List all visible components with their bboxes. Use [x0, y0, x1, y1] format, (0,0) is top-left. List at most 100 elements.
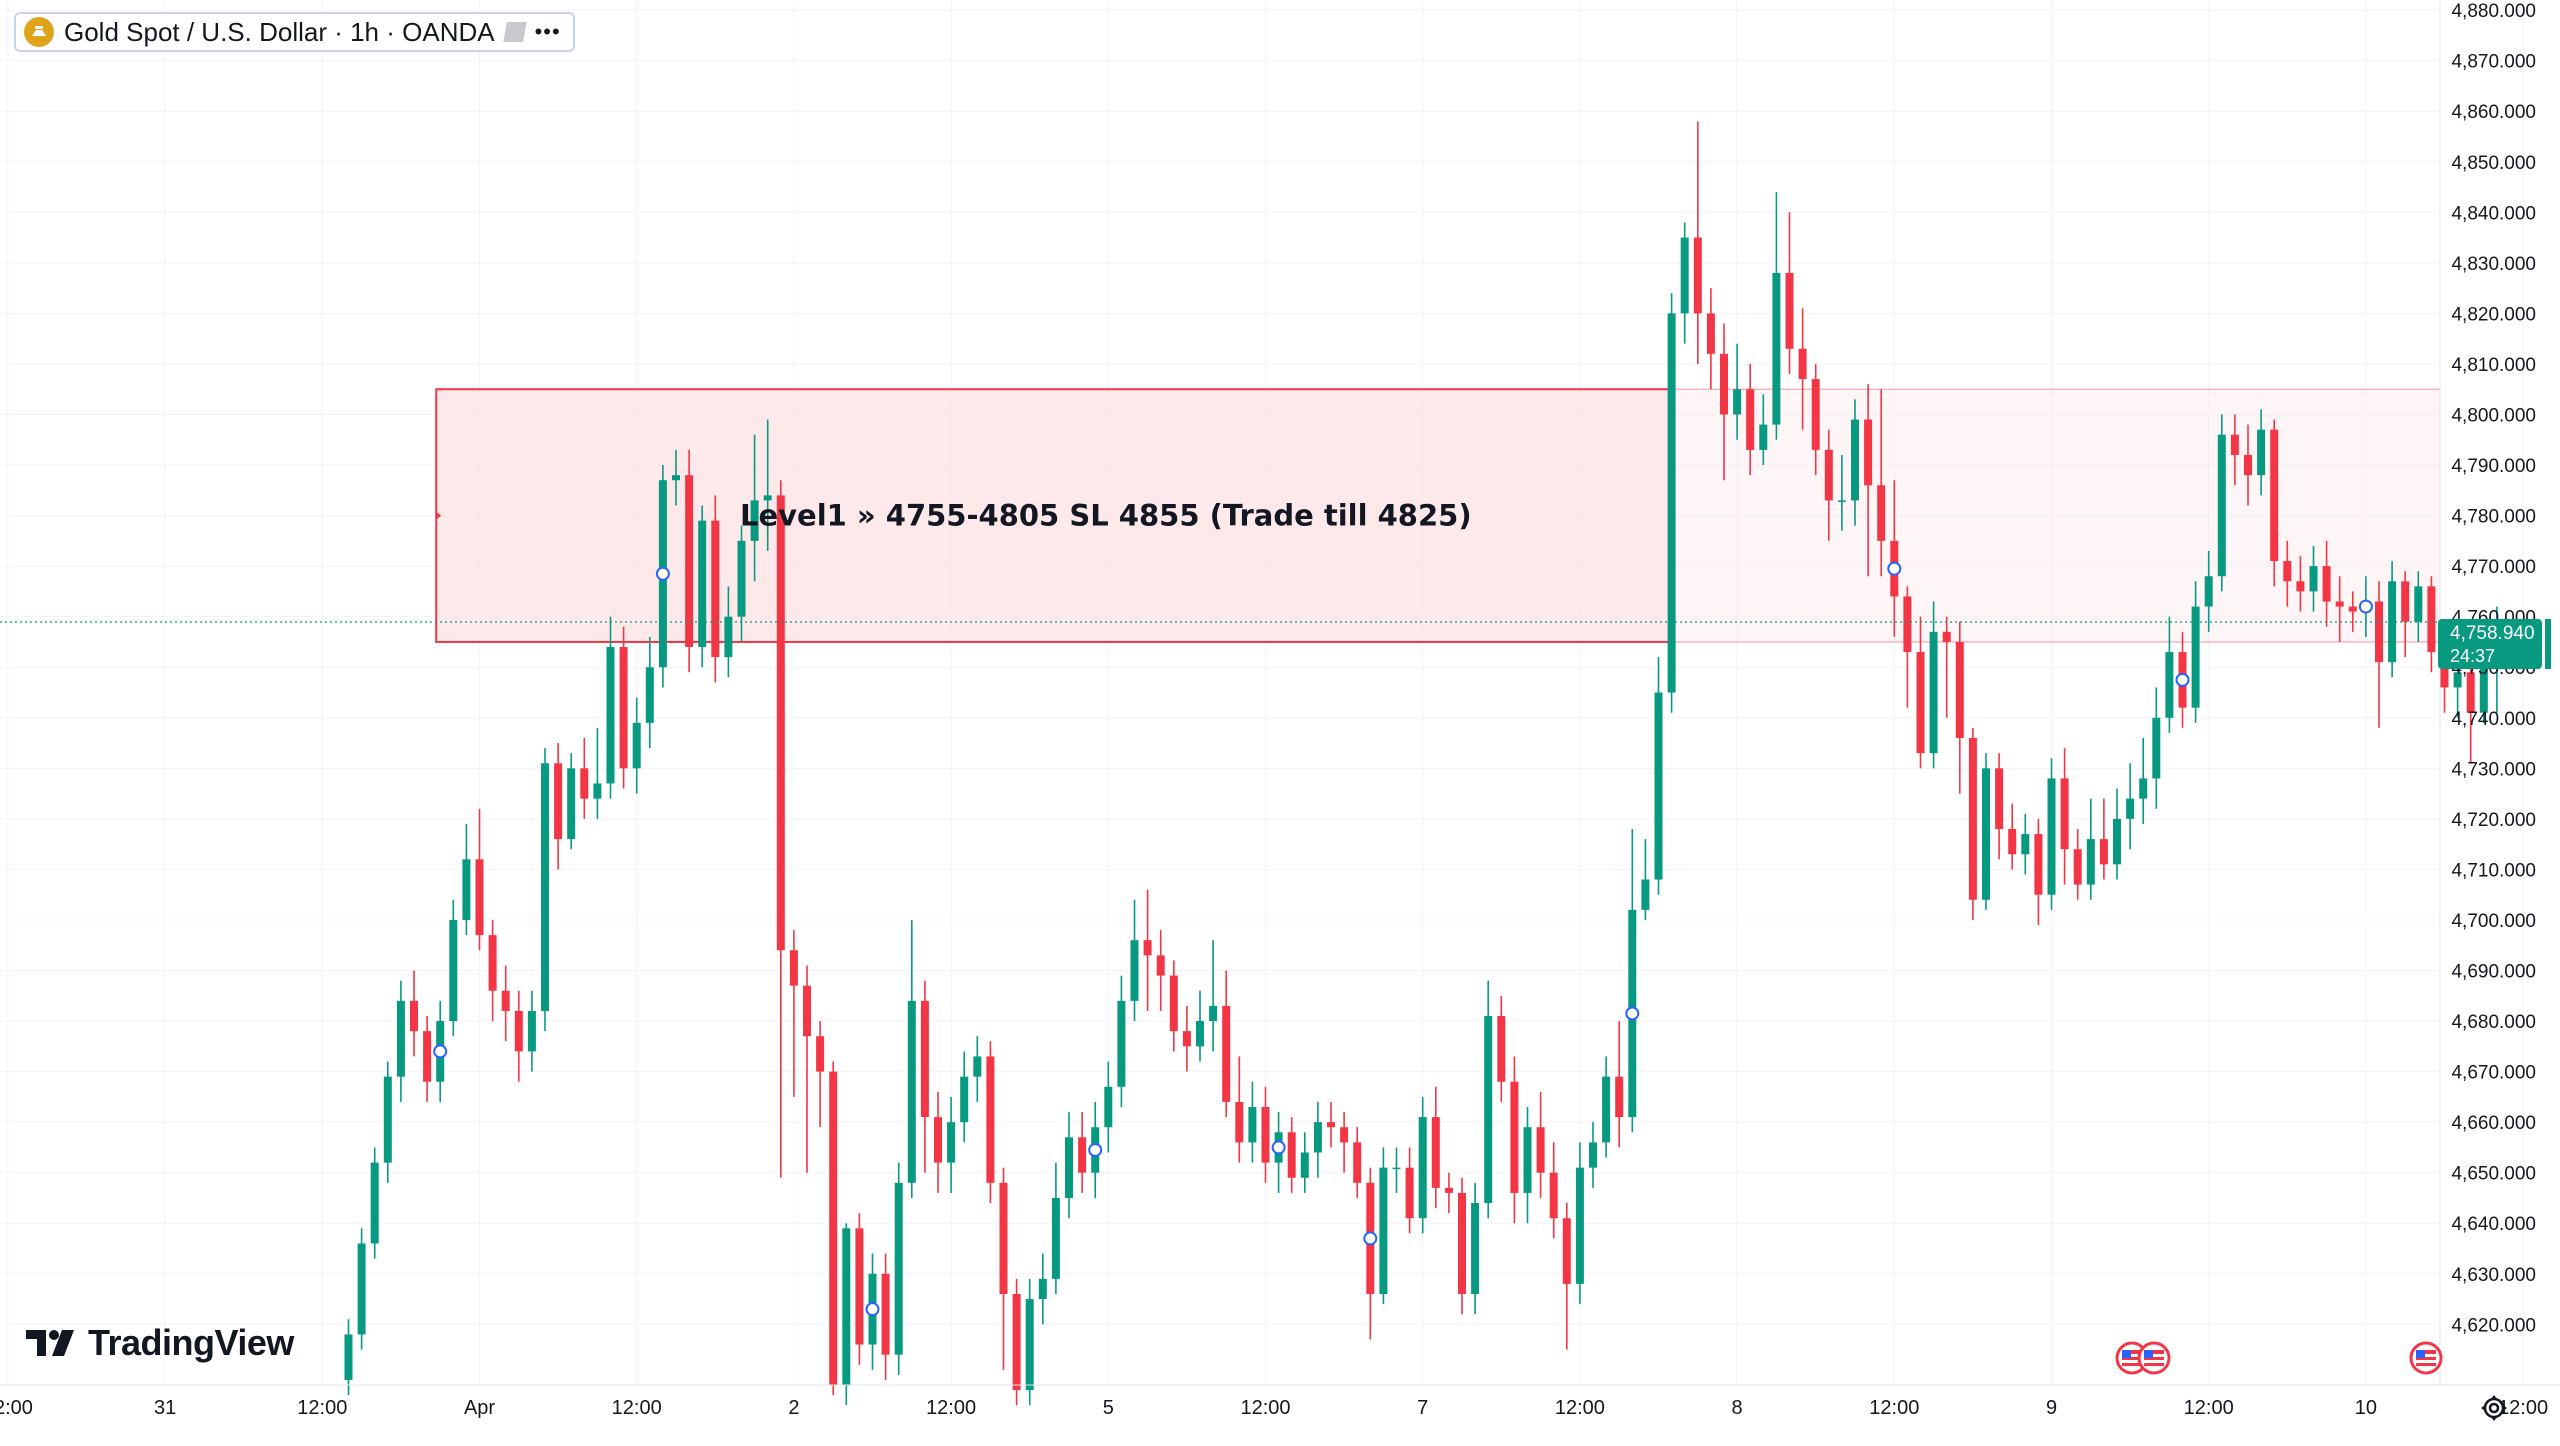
us-flag-icon[interactable] [2409, 1341, 2443, 1375]
candle[interactable] [999, 1167, 1008, 1370]
price-axis[interactable]: 4,880.000 4,870.000 4,860.000 4,850.000 4,84… [2451, 1, 2536, 1336]
candle[interactable] [2191, 581, 2200, 723]
candle[interactable] [1143, 889, 1152, 1011]
candle[interactable] [2099, 798, 2108, 880]
candle[interactable] [2296, 556, 2305, 612]
us-flag-icon[interactable] [2137, 1341, 2171, 1375]
event-marker-icon[interactable] [2358, 599, 2373, 614]
candle[interactable] [514, 990, 523, 1082]
candle[interactable] [934, 1091, 942, 1193]
symbol-header[interactable]: Gold Spot / U.S. Dollar · 1h · OANDA ••• [14, 12, 575, 52]
candle[interactable] [1196, 990, 1204, 1062]
candle[interactable] [1654, 657, 1663, 895]
candle[interactable] [2244, 424, 2252, 506]
candle[interactable] [606, 616, 615, 799]
candle[interactable] [973, 1036, 982, 1102]
candle[interactable] [698, 505, 707, 668]
symbol-title[interactable]: Gold Spot / U.S. Dollar · 1h · OANDA [64, 16, 495, 47]
candle[interactable] [1523, 1106, 1532, 1224]
candle[interactable] [763, 419, 772, 551]
candle[interactable] [1392, 1147, 1401, 1193]
candle[interactable] [1078, 1112, 1087, 1193]
candle[interactable] [829, 1061, 838, 1396]
candle[interactable] [685, 449, 694, 673]
candle[interactable] [1248, 1081, 1257, 1163]
candle[interactable] [1038, 1253, 1047, 1325]
candle[interactable] [619, 626, 628, 789]
candle[interactable] [789, 930, 798, 1097]
candle[interactable] [750, 434, 759, 582]
candle[interactable] [2021, 813, 2030, 875]
candle[interactable] [1720, 323, 1728, 481]
candle[interactable] [2335, 576, 2344, 642]
candle[interactable] [1824, 429, 1833, 541]
candle[interactable] [2401, 571, 2410, 658]
candle[interactable] [776, 480, 785, 1178]
candle[interactable] [1156, 930, 1165, 1011]
candle[interactable] [1667, 293, 1676, 713]
tradingview-logo[interactable]: TradingView [26, 1322, 294, 1364]
candle[interactable] [383, 1061, 392, 1183]
candle[interactable] [1916, 616, 1925, 769]
candle[interactable] [1458, 1177, 1466, 1315]
candle[interactable] [2230, 414, 2239, 486]
candle[interactable] [1798, 308, 1807, 430]
candle[interactable] [894, 1162, 903, 1375]
candle[interactable] [410, 970, 418, 1057]
candle[interactable] [1444, 1172, 1453, 1214]
candle[interactable] [1353, 1127, 1362, 1198]
event-marker-icon[interactable] [1271, 1140, 1286, 1155]
candle[interactable] [1955, 621, 1964, 794]
candle[interactable] [2126, 763, 2135, 850]
candle[interactable] [1497, 995, 1506, 1102]
candle[interactable] [1235, 1056, 1244, 1163]
candle[interactable] [1431, 1086, 1440, 1209]
event-marker-icon[interactable] [1363, 1231, 1378, 1246]
candle[interactable] [449, 899, 458, 1037]
candle[interactable] [1602, 1056, 1611, 1158]
event-marker-icon[interactable] [1625, 1006, 1640, 1021]
candle[interactable] [1877, 389, 1886, 577]
candle[interactable] [1575, 1142, 1584, 1305]
candle[interactable] [423, 1016, 432, 1102]
candle[interactable] [2139, 737, 2148, 824]
candle[interactable] [1968, 727, 1977, 920]
candle[interactable] [920, 980, 929, 1173]
trade-zone[interactable] [435, 388, 2440, 643]
candle[interactable] [645, 636, 654, 749]
candle[interactable] [527, 990, 536, 1072]
gear-icon[interactable] [2478, 1392, 2510, 1424]
candle[interactable] [1837, 454, 1846, 531]
candle[interactable] [632, 697, 641, 794]
candle[interactable] [2414, 571, 2423, 642]
candle[interactable] [2204, 550, 2213, 632]
candle[interactable] [1995, 753, 2004, 860]
zone-anchor-icon[interactable] [436, 511, 442, 520]
candle[interactable] [1484, 980, 1493, 1219]
event-markers-layer[interactable] [433, 561, 2373, 1317]
candle[interactable] [1942, 616, 1951, 718]
candle[interactable] [2165, 616, 2174, 733]
candle[interactable] [2375, 581, 2383, 728]
candle[interactable] [855, 1213, 864, 1365]
candle[interactable] [1313, 1101, 1322, 1178]
candle[interactable] [803, 965, 811, 1173]
candle[interactable] [567, 753, 576, 850]
candle[interactable] [1772, 192, 1781, 440]
candle[interactable] [2348, 591, 2357, 632]
candle[interactable] [1680, 222, 1689, 344]
candle[interactable] [842, 1223, 851, 1406]
candle[interactable] [1065, 1112, 1073, 1219]
candle[interactable] [501, 965, 510, 1042]
candle[interactable] [1706, 288, 1715, 390]
zone-box[interactable] [435, 388, 1673, 643]
event-marker-icon[interactable] [865, 1302, 880, 1317]
candle[interactable] [1340, 1112, 1349, 1173]
candle[interactable] [1051, 1162, 1060, 1295]
event-marker-icon[interactable] [2175, 672, 2190, 687]
candle[interactable] [1733, 343, 1742, 440]
candle[interactable] [593, 727, 602, 819]
candle[interactable] [475, 808, 484, 951]
candle[interactable] [462, 823, 471, 936]
